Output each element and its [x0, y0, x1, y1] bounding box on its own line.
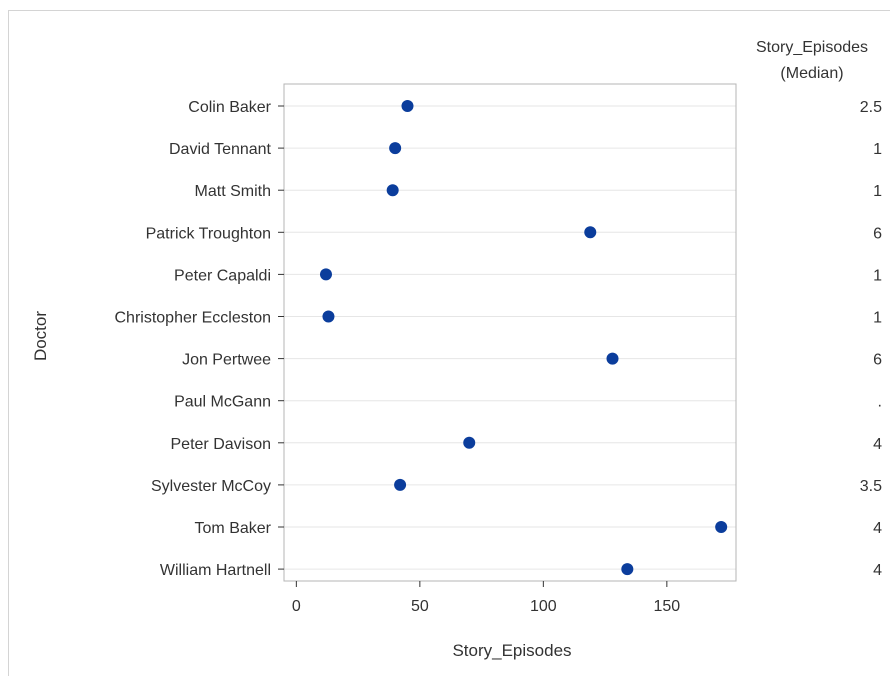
table-header-line1: Story_Episodes	[756, 39, 868, 56]
table-value: 6	[873, 352, 882, 369]
data-point	[584, 226, 597, 239]
table-value: 2.5	[860, 99, 882, 116]
data-point	[606, 352, 619, 365]
y-tick-label: David Tennant	[169, 141, 272, 158]
y-axis: Colin Baker David Tennant Matt Smith Patric…	[114, 99, 284, 579]
y-tick-label: Colin Baker	[188, 99, 271, 116]
data-points	[319, 100, 728, 576]
table-value: 4	[873, 436, 882, 453]
y-tick-label: Paul McGann	[174, 394, 271, 411]
y-tick-label: Matt Smith	[195, 183, 271, 200]
y-tick-label: Christopher Eccleston	[114, 310, 271, 327]
data-point	[463, 436, 476, 449]
y-tick-label: Tom Baker	[195, 520, 272, 537]
gridlines	[284, 105, 736, 570]
y-tick-label: Jon Pertwee	[182, 352, 271, 369]
plot-area-border	[283, 83, 737, 582]
x-tick-label: 150	[653, 598, 680, 615]
data-point	[621, 563, 634, 576]
table-value: 4	[873, 562, 882, 579]
data-point	[319, 268, 332, 281]
table-header-line2: (Median)	[780, 65, 843, 82]
table-value: 1	[873, 310, 882, 327]
table-value: .	[878, 394, 882, 411]
data-point	[401, 100, 414, 112]
data-point	[394, 478, 407, 491]
y-tick-label: Patrick Troughton	[146, 225, 271, 242]
table-value: 3.5	[860, 478, 882, 495]
x-axis: 0 50 100 150	[292, 581, 680, 615]
data-point	[389, 142, 402, 155]
table-value: 1	[873, 141, 882, 158]
table-value: 6	[873, 225, 882, 242]
y-axis-label: Doctor	[31, 311, 50, 361]
y-tick-label: Peter Capaldi	[174, 267, 271, 284]
data-point	[386, 184, 399, 197]
data-point	[322, 310, 335, 323]
x-tick-label: 0	[292, 598, 301, 615]
data-point	[715, 521, 728, 533]
y-tick-label: Sylvester McCoy	[151, 478, 271, 495]
table-value: 1	[873, 183, 882, 200]
x-tick-label: 50	[411, 598, 429, 615]
table-value: 4	[873, 520, 882, 537]
x-tick-label: 100	[530, 598, 557, 615]
y-tick-label: William Hartnell	[160, 562, 271, 579]
chart-frame	[8, 10, 890, 676]
x-axis-label: Story_Episodes	[452, 641, 571, 660]
y-tick-label: Peter Davison	[171, 436, 272, 453]
table-value: 1	[873, 267, 882, 284]
